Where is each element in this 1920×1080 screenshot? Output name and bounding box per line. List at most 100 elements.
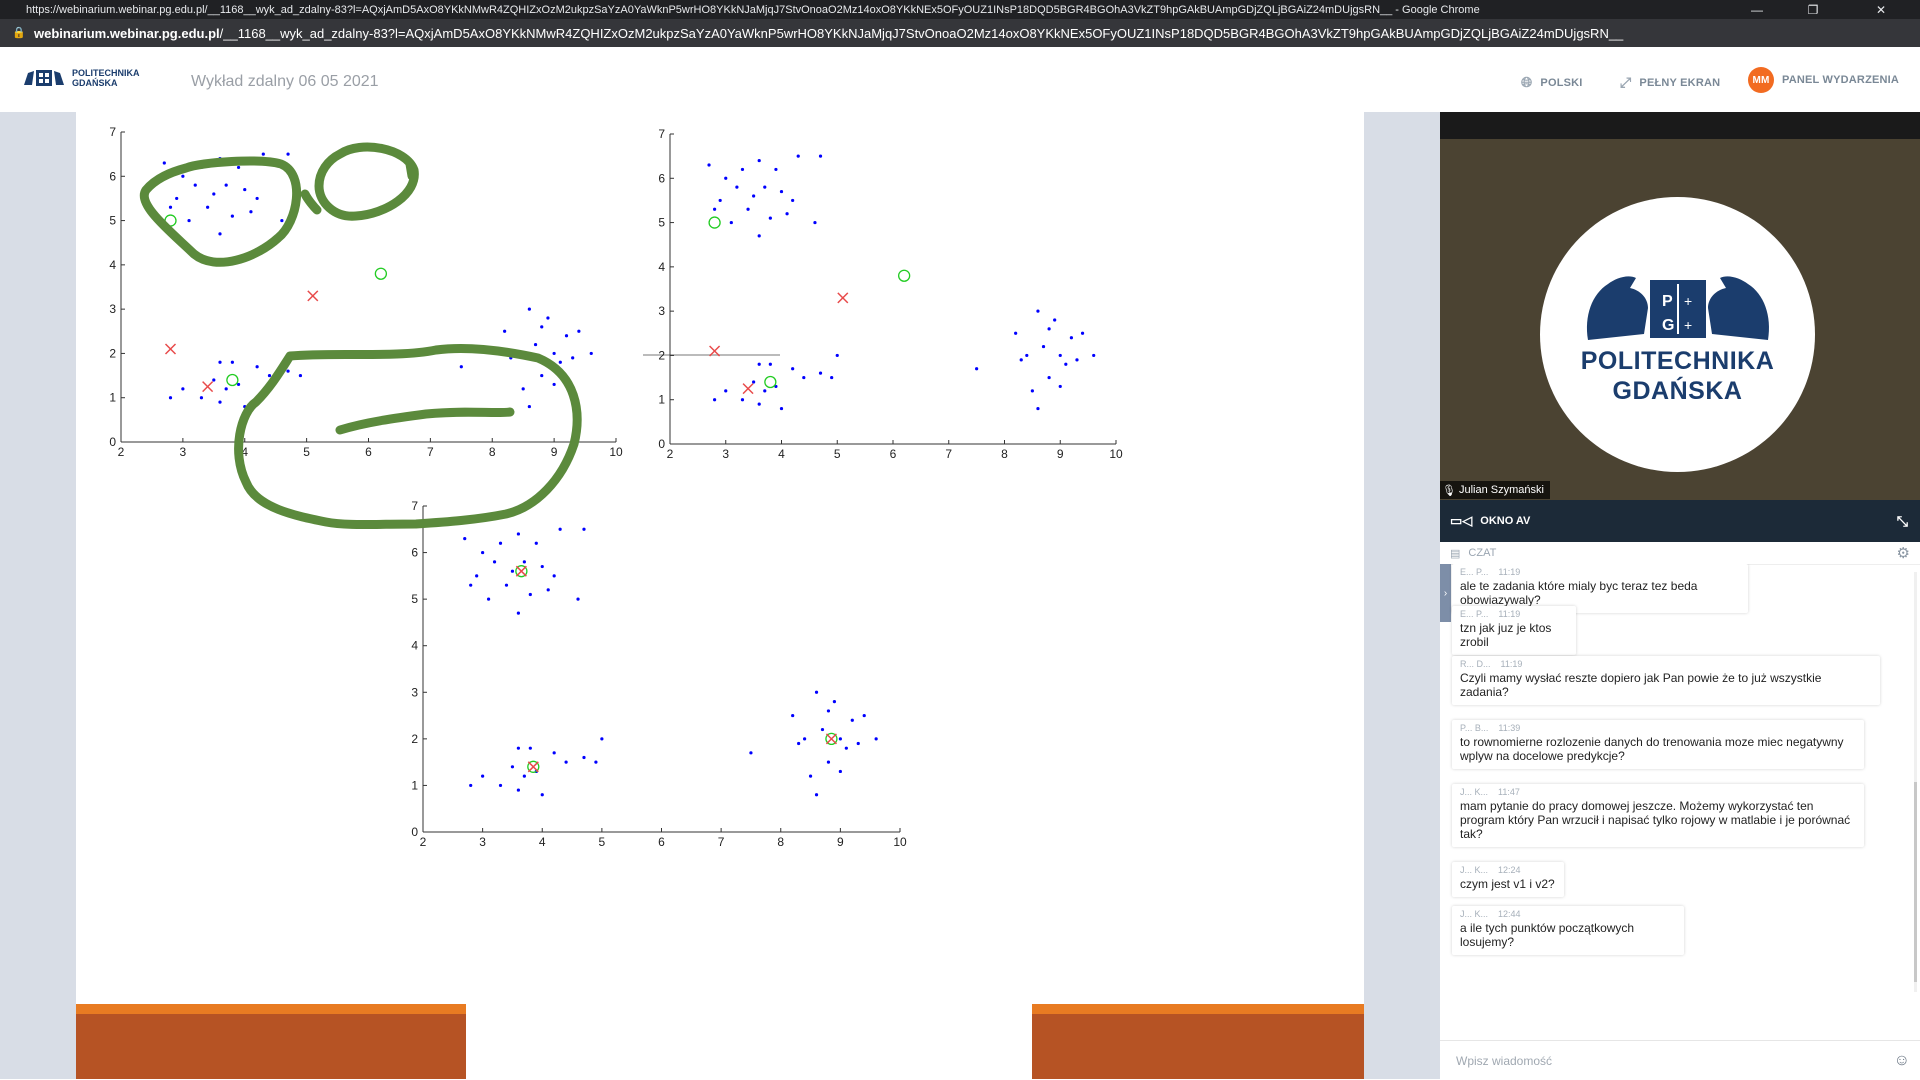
y-tick-label: 0	[109, 435, 116, 449]
message-text: to rownomierne rozlozenie danych do tren…	[1460, 735, 1844, 763]
chat-message: E... P... 11:19 ale te zadania które mial…	[1452, 564, 1748, 613]
data-point	[199, 396, 204, 400]
data-point	[1014, 331, 1018, 335]
language-label: POLSKI	[1540, 76, 1583, 89]
cross-marker	[825, 733, 837, 745]
data-point	[749, 751, 753, 755]
chat-message: R... D... 11:19 Czyli mamy wysłać reszte …	[1452, 656, 1880, 705]
av-window-label: OKNO AV	[1480, 515, 1531, 527]
x-tick-label: 7	[718, 835, 725, 849]
x-tick-label: 3	[479, 835, 486, 849]
scatter-plot-1: 2 3 4 5 6 7 8 9 10 0 1 2 3 4 5 6 7	[109, 125, 623, 459]
emoji-icon[interactable]: ☺	[1893, 1051, 1910, 1069]
chat-message: J... K... 12:24 czym jest v1 i v2?	[1452, 862, 1564, 897]
data-point	[576, 597, 580, 601]
data-point	[516, 788, 520, 792]
url-text[interactable]: webinarium.webinar.pg.edu.pl/__1168__wyk…	[34, 26, 1884, 41]
av-window-bar[interactable]: ▭◁ OKNO AV ⤡	[1440, 500, 1920, 542]
data-point	[218, 360, 222, 364]
fullscreen-label: PEŁNY EKRAN	[1639, 76, 1721, 89]
y-tick-label: 3	[109, 302, 116, 316]
data-point	[1069, 336, 1073, 340]
data-point	[503, 329, 507, 333]
window-title: https://webinarium.webinar.pg.edu.pl/__1…	[26, 3, 1480, 16]
message-author: R... D...	[1460, 659, 1491, 669]
x-tick-label: 5	[599, 835, 606, 849]
data-point	[528, 746, 532, 750]
x-tick-label: 4	[778, 447, 785, 461]
svg-text:G: G	[1662, 317, 1674, 334]
cross-stroke	[202, 381, 214, 393]
data-point	[504, 583, 509, 587]
data-point	[298, 373, 303, 378]
message-text: a ile tych punktów początkowych losujemy…	[1460, 921, 1635, 949]
expand-icon[interactable]: ⤡	[1896, 512, 1908, 529]
chat-title: CZAT	[1468, 547, 1497, 559]
data-point	[498, 783, 503, 788]
data-point	[280, 218, 284, 223]
centroid-marker	[226, 373, 239, 387]
data-point	[552, 574, 556, 578]
data-point	[830, 375, 834, 380]
data-point	[162, 161, 166, 165]
cross-stroke	[527, 761, 539, 773]
data-point	[492, 560, 497, 564]
y-tick-label: 5	[658, 216, 665, 230]
x-tick-label: 9	[1057, 447, 1064, 461]
message-author: J... K...	[1460, 787, 1489, 797]
restore-icon[interactable]: ❐	[1807, 2, 1819, 17]
data-point	[175, 196, 179, 201]
pen-annotations	[139, 142, 582, 529]
chat-messages[interactable]: › E... P... 11:19 ale te zadania które mi…	[1440, 564, 1920, 1004]
avatar: MM	[1748, 67, 1774, 93]
chat-message: J... K... 12:44 a ile tych punktów począt…	[1452, 906, 1684, 955]
message-text: Czyli mamy wysłać reszte dopiero jak Pan…	[1460, 671, 1822, 699]
data-point	[463, 537, 467, 541]
data-point	[469, 583, 473, 587]
event-panel-button[interactable]: MM PANEL WYDARZENIA	[1748, 67, 1899, 93]
microphone-icon: 🎙︎	[1442, 484, 1456, 497]
data-point	[818, 154, 823, 158]
data-point	[768, 362, 772, 366]
data-point	[212, 378, 216, 382]
chat-scrollbar[interactable]	[1914, 572, 1917, 992]
data-point	[510, 569, 515, 573]
data-point	[1036, 406, 1040, 411]
data-point	[218, 400, 222, 404]
data-point	[838, 769, 842, 774]
cross-marker	[164, 343, 177, 355]
cross-stroke	[709, 345, 721, 357]
event-title: Wykład zdalny 06 05 2021	[191, 73, 379, 90]
gear-icon[interactable]: ⚙	[1896, 545, 1910, 562]
chat-message: P... B... 11:39 to rownomierne rozlozenie…	[1452, 720, 1864, 769]
data-point	[975, 367, 979, 371]
data-point	[1058, 384, 1062, 389]
x-tick-label: 6	[658, 835, 665, 849]
fullscreen-icon: ⤢	[1620, 74, 1632, 90]
data-point	[808, 774, 813, 778]
data-point	[540, 373, 544, 378]
data-point	[236, 165, 241, 170]
data-point	[763, 389, 767, 393]
x-tick-label: 6	[365, 445, 372, 459]
x-tick-label: 7	[945, 447, 952, 461]
browser-title-bar: https://webinarium.webinar.pg.edu.pl/__1…	[0, 0, 1920, 19]
data-point	[740, 398, 745, 402]
collapse-chevron-icon[interactable]: ›	[1440, 564, 1451, 622]
pg-logo[interactable]: POLITECHNIKA GDAŃSKA	[22, 67, 140, 89]
language-button[interactable]: 🌐︎ POLSKI	[1521, 74, 1583, 91]
fullscreen-button[interactable]: ⤢ PEŁNY EKRAN	[1620, 74, 1720, 91]
data-point	[486, 597, 491, 601]
message-author: E... P...	[1460, 609, 1489, 619]
address-bar[interactable]: 🔒 webinarium.webinar.pg.edu.pl/__1168__w…	[0, 19, 1920, 47]
chat-input[interactable]: Wpisz wiadomość ☺	[1440, 1040, 1920, 1080]
data-point	[481, 774, 485, 778]
data-point	[779, 406, 784, 411]
data-point	[757, 402, 761, 406]
minimize-icon[interactable]: —	[1751, 2, 1763, 17]
data-point	[187, 218, 191, 223]
close-icon[interactable]: ✕	[1875, 2, 1887, 17]
chat-scrollbar-thumb[interactable]	[1914, 782, 1917, 982]
x-tick-label: 10	[1109, 447, 1123, 461]
video-window: P G + + POLITECHNIKA GDAŃSKA 🎙︎ Julian S…	[1440, 112, 1920, 500]
